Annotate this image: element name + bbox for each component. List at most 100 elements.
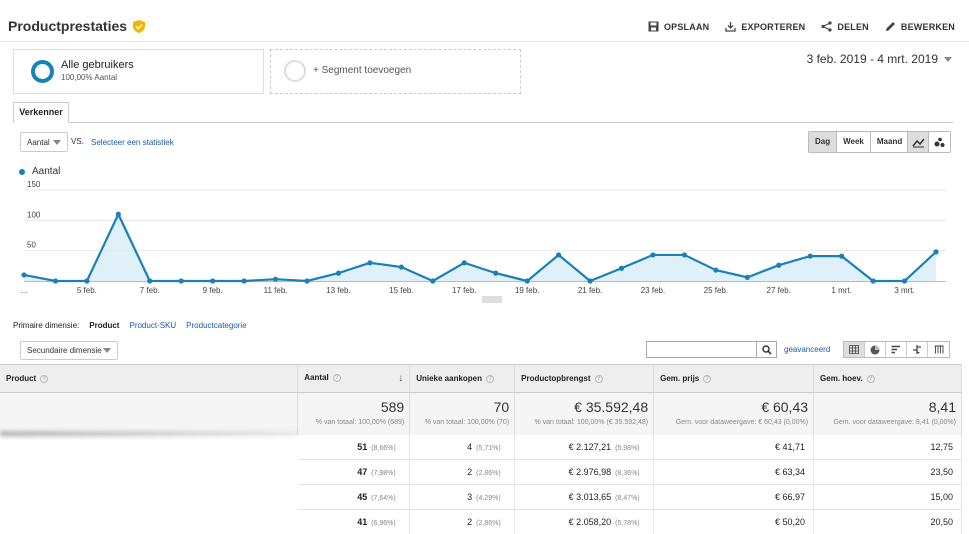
- data-point: [618, 265, 625, 271]
- data-point: [21, 272, 27, 278]
- x-tick-label: 15 feb.: [389, 286, 413, 295]
- pie-icon: [870, 345, 880, 354]
- totals-blank-cell: [0, 392, 299, 435]
- col-avg-price[interactable]: Gem. prijs?: [653, 364, 815, 393]
- page-title-text: Productprestaties: [8, 18, 128, 34]
- share-button[interactable]: DELEN: [821, 21, 869, 32]
- data-point: [398, 264, 404, 270]
- view-table-button[interactable]: [844, 342, 865, 357]
- data-point: [524, 278, 530, 284]
- table-row[interactable]: 47 (7,98%) 2 (2,86%) € 2.976,98 (8,36%) € 63,3…: [0, 459, 962, 485]
- export-button[interactable]: EXPORTEREN: [725, 21, 805, 32]
- x-tick-label: 7 feb.: [140, 286, 160, 295]
- view-pie-button[interactable]: [865, 342, 886, 357]
- view-performance-button[interactable]: [886, 342, 907, 357]
- segment-card-all-users[interactable]: Alle gebruikers 100,00% Aantal: [13, 49, 264, 94]
- save-icon: [648, 21, 659, 32]
- bar-list-icon: [891, 345, 900, 354]
- avg-quantity-cell: 20,50: [813, 509, 962, 534]
- segment-ring-icon: [31, 60, 54, 83]
- download-icon: [725, 22, 737, 32]
- x-tick-label: 23 feb.: [641, 286, 665, 295]
- chart-scroll-handle[interactable]: [482, 296, 502, 303]
- avg-quantity-cell: 12,75: [813, 434, 962, 460]
- vs-label: VS.: [71, 137, 84, 146]
- edit-button[interactable]: BEWERKEN: [885, 21, 955, 32]
- period-day-button[interactable]: Dag: [809, 132, 838, 152]
- quantity-cell: 47 (7,98%): [297, 459, 411, 485]
- view-comparison-button[interactable]: [907, 342, 928, 357]
- unique-purchases-cell: 2 (2,86%): [409, 459, 516, 485]
- advanced-filter-link[interactable]: geavanceerd: [784, 345, 831, 354]
- data-point: [556, 252, 562, 258]
- chart-legend: Aantal: [19, 166, 60, 177]
- add-segment-label: + Segment toevoegen: [313, 65, 412, 76]
- date-range-picker[interactable]: 3 feb. 2019 - 4 mrt. 2019: [807, 52, 952, 66]
- dim-product-active[interactable]: Product: [89, 321, 120, 330]
- data-point: [115, 211, 121, 217]
- save-button[interactable]: OPSLAAN: [648, 21, 709, 32]
- series-area: [24, 214, 936, 281]
- motion-chart-button[interactable]: [929, 132, 950, 152]
- data-point: [210, 278, 216, 284]
- share-icon: [821, 21, 832, 32]
- line-chart-button[interactable]: [908, 132, 929, 152]
- top-bar: [0, 0, 969, 42]
- data-point: [272, 276, 279, 282]
- add-segment-button[interactable]: + Segment toevoegen: [270, 49, 521, 94]
- product-cell: [0, 509, 298, 534]
- avg-quantity-cell: 15,00: [813, 484, 962, 510]
- segment-percentage: 100,00% Aantal: [61, 73, 118, 82]
- line-chart: 150 100 50... 5 feb. 7 feb. 9 feb. 11 feb. 13 f…: [21, 180, 946, 295]
- data-point: [744, 274, 750, 280]
- x-tick-label: ...: [21, 286, 28, 295]
- secondary-dimension-select[interactable]: Secundaire dimensie: [20, 341, 118, 360]
- pencil-icon: [885, 22, 895, 31]
- bubble-chart-icon: [934, 137, 945, 147]
- data-point: [241, 278, 247, 284]
- data-point: [839, 253, 845, 259]
- save-label: OPSLAAN: [663, 21, 710, 32]
- col-product[interactable]: Product?: [0, 364, 299, 393]
- table-row[interactable]: 41 (6,96%) 2 (2,86%) € 2.058,20 (5,78%) € 50,2…: [0, 509, 962, 534]
- col-quantity[interactable]: Aantal? ↓: [297, 364, 411, 393]
- page-fold-shadow: [0, 431, 298, 437]
- tab-explorer[interactable]: Verkenner: [13, 102, 69, 123]
- col-unique-purchases[interactable]: Unieke aankopen?: [409, 364, 516, 393]
- unique-purchases-cell: 4 (5,71%): [409, 434, 516, 460]
- total-product-revenue: € 35.592,48% van totaal: 100,00% (€ 35.5…: [514, 392, 655, 435]
- totals-row: 589% van totaal: 100,00% (589) 70% van t…: [0, 392, 962, 435]
- col-avg-quantity[interactable]: Gem. hoev.?: [813, 364, 962, 393]
- empty-segment-ring-icon: [284, 60, 306, 82]
- table-search-input[interactable]: [646, 341, 757, 358]
- total-avg-price: € 60,43 Gem. voor dataweergave: € 60,43 (…: [653, 392, 815, 435]
- verified-shield-icon: [133, 19, 146, 33]
- data-point: [870, 278, 876, 284]
- data-point: [461, 260, 467, 266]
- chevron-down-icon: [944, 56, 952, 62]
- date-range-label: 3 feb. 2019 - 4 mrt. 2019: [806, 52, 938, 66]
- table-row[interactable]: 51 (8,66%) 4 (5,71%) € 2.127,21 (5,98%) € 41,7…: [0, 434, 962, 460]
- data-point: [901, 278, 908, 284]
- revenue-cell: € 3.013,65 (8,47%): [514, 484, 655, 510]
- period-week-button[interactable]: Week: [837, 132, 871, 152]
- revenue-cell: € 2.058,20 (5,78%): [514, 509, 655, 534]
- select-metric-link[interactable]: Selecteer een statistiek: [91, 138, 174, 147]
- avg-price-cell: € 41,71: [653, 434, 815, 460]
- period-month-button[interactable]: Maand: [870, 132, 909, 152]
- table-row[interactable]: 45 (7,64%) 3 (4,29%) € 3.013,65 (8,47%) € 66,9…: [0, 484, 962, 510]
- x-tick-label: 21 feb.: [578, 286, 602, 295]
- data-point: [84, 278, 90, 284]
- help-icon: ?: [332, 373, 341, 382]
- search-button[interactable]: [757, 341, 777, 358]
- total-avg-quantity: 8,41 Gem. voor dataweergave: 8,41 (0,00%): [813, 392, 962, 435]
- dim-product-sku-link[interactable]: Product-SKU: [129, 321, 177, 330]
- dim-product-category-link[interactable]: Productcategorie: [186, 321, 247, 330]
- view-pivot-button[interactable]: [928, 342, 949, 357]
- data-point: [776, 262, 782, 268]
- series-line: [23, 211, 937, 283]
- col-product-revenue[interactable]: Productopbrengst?: [514, 364, 655, 393]
- help-icon: ?: [40, 374, 49, 383]
- metric-select[interactable]: Aantal: [20, 132, 68, 152]
- data-point: [430, 278, 436, 284]
